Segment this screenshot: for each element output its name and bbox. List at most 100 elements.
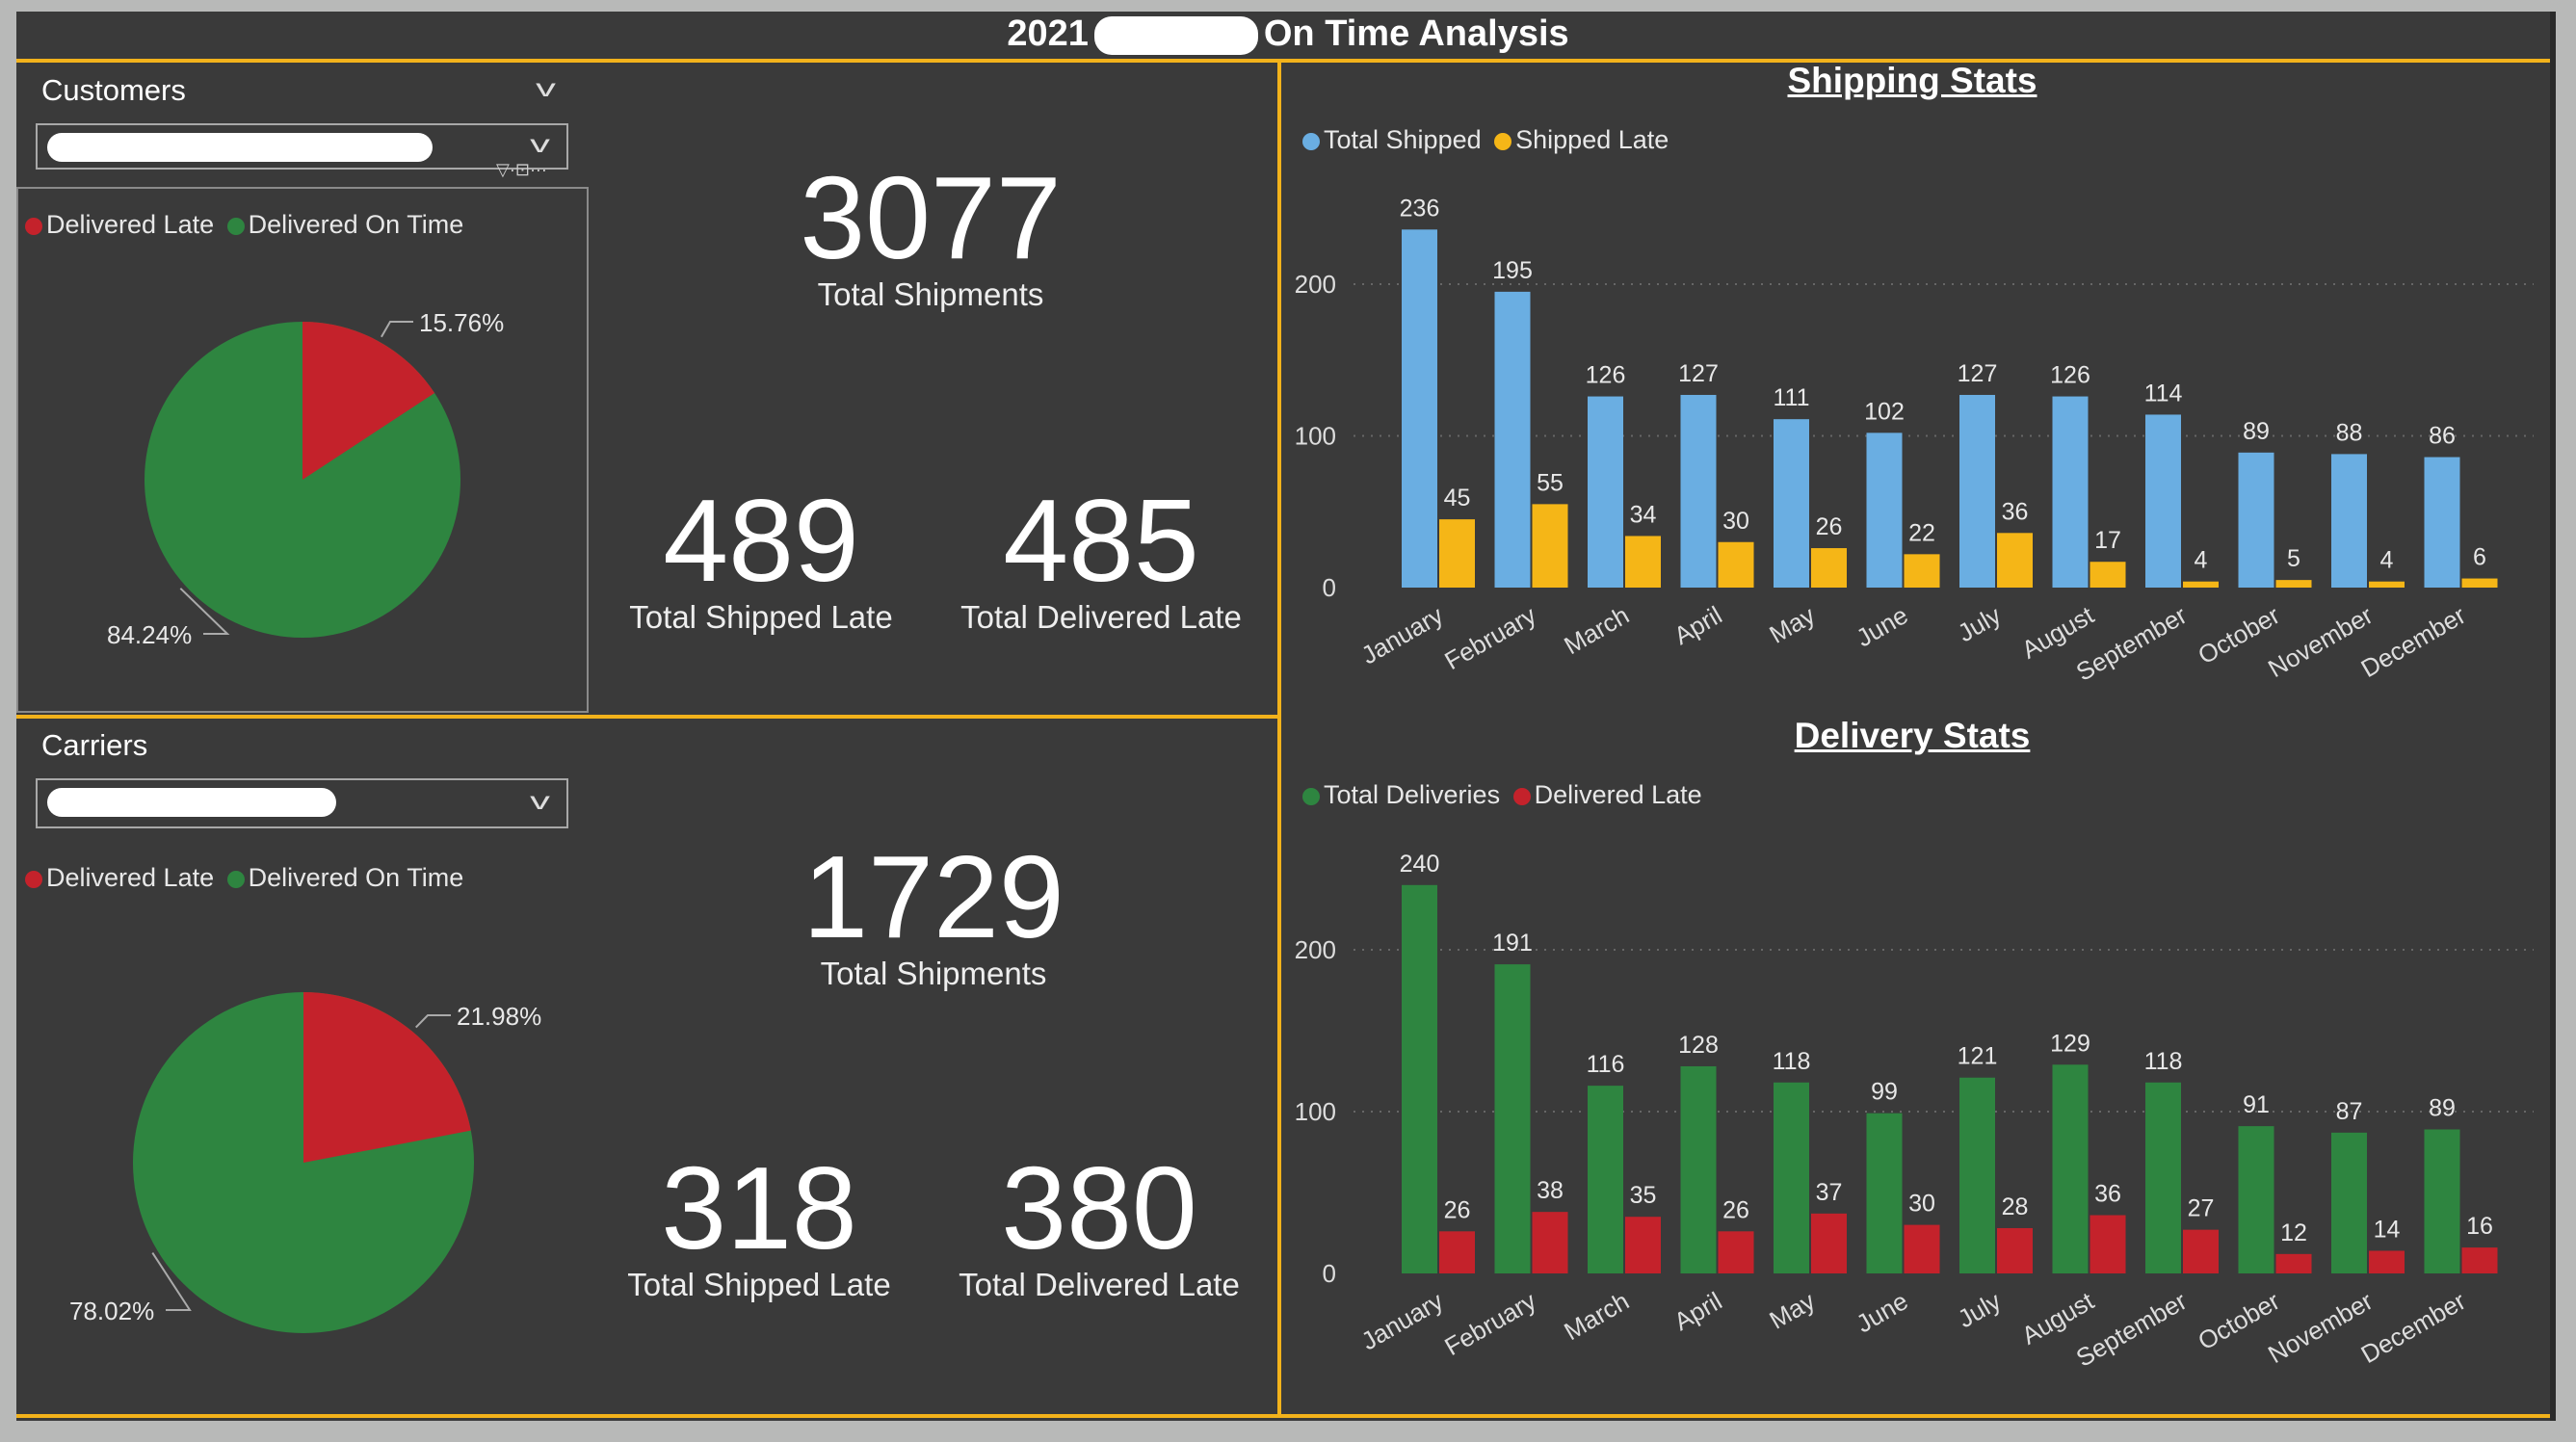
filter-icon[interactable]: ▽ — [496, 160, 510, 179]
x-tick-label: February — [1439, 600, 1540, 675]
kpi-value: 1729 — [802, 831, 1065, 962]
bar-total-shipped — [2424, 457, 2460, 588]
x-tick-label: January — [1356, 1286, 1448, 1355]
x-tick-label: July — [1953, 600, 2006, 647]
y-tick-label: 100 — [1295, 422, 1336, 451]
kpi-delivered-late: 380 Total Delivered Late — [858, 1149, 1340, 1303]
bar-total-deliveries — [2052, 1064, 2089, 1273]
data-label: 126 — [1586, 362, 1626, 389]
pie-slice-late — [302, 322, 435, 480]
x-tick-label: November — [2263, 1286, 2378, 1369]
data-label: 4 — [2380, 547, 2394, 574]
data-label: 127 — [1678, 360, 1719, 387]
x-tick-label: March — [1559, 1286, 1634, 1346]
bar-total-shipped — [2145, 414, 2181, 588]
bar-total-shipped — [1680, 394, 1717, 588]
bar-delivered-late — [1718, 1231, 1754, 1273]
bar-delivered-late — [1997, 1227, 2033, 1273]
visual-header-icons[interactable]: ▽·⊡··· — [496, 160, 547, 179]
bar-shipped-late — [2090, 562, 2126, 588]
divider — [16, 59, 2550, 63]
data-label: 89 — [2429, 1094, 2456, 1121]
x-tick-label: May — [1764, 600, 1820, 649]
bar-shipped-late — [2461, 578, 2498, 588]
data-label: 88 — [2336, 419, 2363, 446]
x-tick-label: July — [1953, 1286, 2006, 1333]
y-tick-label: 0 — [1323, 573, 1336, 602]
data-label: 36 — [2002, 498, 2029, 525]
data-label: 99 — [1871, 1079, 1898, 1106]
bar-total-deliveries — [1680, 1065, 1717, 1273]
bar-shipped-late — [1439, 519, 1475, 588]
data-label: 111 — [1773, 384, 1809, 411]
bar-shipped-late — [1904, 554, 1940, 588]
data-label: 86 — [2429, 423, 2456, 450]
legend-label: Total Shipped — [1324, 125, 1482, 154]
data-label: 4 — [2195, 547, 2208, 574]
kpi-value: 380 — [1001, 1142, 1197, 1273]
redacted-selection — [47, 788, 336, 817]
kpi-value: 318 — [661, 1142, 857, 1273]
bar-total-shipped — [1588, 396, 1623, 588]
carriers-slicer-label: Carriers — [41, 728, 148, 762]
data-label: 236 — [1400, 195, 1440, 222]
data-label: 26 — [1816, 513, 1843, 540]
data-label: 37 — [1816, 1179, 1843, 1206]
data-label: 34 — [1630, 501, 1657, 528]
data-label: 35 — [1630, 1182, 1657, 1209]
data-label: 126 — [2050, 362, 2090, 389]
data-label: 128 — [1678, 1032, 1719, 1059]
legend-label: Delivered Late — [1534, 780, 1702, 809]
carriers-slicer-dropdown[interactable]: v — [36, 778, 568, 828]
bar-delivered-late — [1625, 1217, 1661, 1273]
legend-label: Shipped Late — [1515, 125, 1669, 154]
legend-dot — [1302, 787, 1320, 805]
bar-total-shipped — [1866, 433, 1903, 588]
redacted-selection — [47, 133, 433, 162]
y-tick-label: 0 — [1323, 1259, 1336, 1288]
legend-dot-late — [25, 870, 42, 888]
bar-total-deliveries — [2145, 1082, 2181, 1273]
x-tick-label: May — [1764, 1286, 1820, 1335]
data-label: 22 — [1908, 519, 1935, 546]
bar-total-shipped — [2052, 396, 2089, 588]
kpi-label: Total Delivered Late — [959, 1267, 1240, 1302]
chevron-down-icon[interactable]: v — [536, 73, 556, 102]
y-tick-label: 200 — [1295, 935, 1336, 964]
x-tick-label: March — [1559, 600, 1634, 660]
x-tick-label: December — [2356, 600, 2471, 683]
more-options-icon[interactable]: ··· — [529, 160, 547, 179]
leader-line — [415, 1014, 451, 1029]
bar-total-deliveries — [1494, 964, 1531, 1273]
customers-slicer-dropdown[interactable]: v — [36, 123, 568, 170]
kpi-label: Total Shipments — [820, 956, 1047, 991]
data-label: 191 — [1492, 930, 1533, 957]
legend-dot — [1512, 787, 1531, 805]
bar-shipped-late — [2183, 581, 2219, 588]
legend-label: Delivered On Time — [248, 863, 464, 892]
bar-delivered-late — [2369, 1250, 2405, 1273]
x-tick-label: April — [1669, 1286, 1726, 1336]
bar-total-shipped — [1959, 394, 1995, 588]
data-label: 12 — [2280, 1219, 2307, 1246]
data-label: 30 — [1908, 1191, 1935, 1218]
shipping-stats-title: Shipping Stats — [1787, 61, 2037, 100]
data-label: 14 — [2374, 1216, 2401, 1243]
title-year: 2021 — [1007, 13, 1089, 54]
chevron-down-icon[interactable]: v — [530, 786, 550, 815]
delivery-legend: Total Deliveries Delivered Late — [1302, 780, 1702, 810]
kpi-label: Total Shipments — [817, 276, 1044, 312]
bar-delivered-late — [2461, 1247, 2498, 1273]
legend-label: Delivered Late — [46, 210, 215, 239]
customers-pie-chart: 15.76% 84.24% — [107, 308, 504, 649]
kpi-shipped-late: 318 Total Shipped Late — [518, 1149, 1000, 1303]
leader-line — [151, 1251, 192, 1311]
chevron-down-icon[interactable]: v — [530, 129, 550, 158]
legend-dot — [1494, 132, 1512, 150]
y-tick-label: 100 — [1295, 1097, 1336, 1126]
kpi-label: Total Delivered Late — [960, 599, 1242, 635]
kpi-value: 3077 — [800, 152, 1062, 283]
focus-mode-icon[interactable]: ⊡ — [514, 160, 530, 179]
bar-delivered-late — [1532, 1212, 1568, 1273]
customers-slicer-label: Customers — [41, 73, 186, 107]
